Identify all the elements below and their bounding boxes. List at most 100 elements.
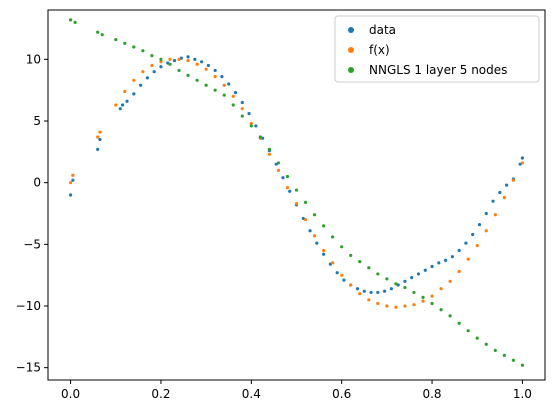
data-point — [358, 260, 362, 264]
data-point — [342, 278, 346, 282]
data-point — [358, 292, 362, 296]
data-point — [285, 174, 290, 179]
data-point — [493, 213, 497, 217]
data-point — [276, 161, 281, 165]
data-point — [186, 55, 190, 59]
y-tick-label: 0 — [33, 176, 41, 190]
x-tick-label: 0.2 — [151, 387, 170, 401]
legend-label: NNGLS 1 layer 5 nodes — [369, 63, 507, 77]
data-point — [367, 298, 371, 302]
data-point — [114, 103, 118, 107]
data-point — [502, 353, 506, 357]
data-point — [294, 202, 299, 206]
data-point — [484, 229, 488, 233]
data-point — [213, 68, 217, 73]
y-tick-label: −10 — [16, 299, 41, 313]
data-point — [240, 114, 244, 118]
data-point — [437, 261, 441, 265]
data-point — [294, 188, 299, 192]
data-point — [233, 91, 238, 95]
data-point — [177, 68, 181, 73]
data-point — [448, 279, 452, 283]
series-2 — [68, 18, 525, 367]
data-point — [73, 20, 77, 24]
data-point — [493, 348, 497, 352]
data-point — [139, 83, 143, 87]
data-point — [520, 156, 525, 160]
data-point — [96, 147, 100, 151]
data-point — [349, 283, 353, 287]
data-point — [125, 99, 129, 103]
data-point — [206, 63, 210, 68]
data-point — [403, 304, 407, 308]
data-point — [68, 193, 73, 197]
data-point — [141, 70, 145, 74]
data-point — [240, 100, 244, 105]
data-point — [303, 218, 308, 222]
data-point — [444, 258, 448, 262]
data-point — [177, 57, 181, 61]
data-point — [520, 363, 525, 367]
data-point — [331, 261, 335, 265]
x-axis: 0.0 0.2 0.4 0.6 0.8 1.0 — [61, 380, 532, 401]
data-point — [403, 285, 407, 290]
data-point — [439, 287, 443, 291]
legend-marker — [348, 27, 354, 33]
data-point — [98, 130, 102, 134]
data-point — [204, 67, 208, 71]
data-point — [389, 287, 393, 291]
data-point — [385, 277, 389, 281]
data-point — [376, 301, 380, 306]
data-point — [385, 304, 389, 308]
data-point — [322, 224, 326, 228]
y-axis: −15 −10 −5 0 5 10 — [16, 52, 48, 375]
data-point — [220, 75, 224, 79]
data-point — [484, 211, 488, 216]
data-point — [376, 290, 380, 295]
legend-marker — [348, 67, 354, 73]
data-point — [362, 289, 366, 293]
data-point — [457, 269, 461, 274]
data-point — [186, 58, 190, 63]
legend-box — [334, 15, 540, 83]
data-point — [231, 103, 235, 107]
data-point — [132, 45, 136, 49]
data-point — [249, 124, 253, 128]
data-point — [477, 223, 482, 227]
data-point — [520, 161, 525, 165]
data-point — [71, 173, 75, 177]
data-point — [457, 321, 461, 325]
data-point — [213, 88, 217, 92]
data-point — [132, 78, 136, 82]
data-point — [376, 272, 380, 276]
data-point — [312, 234, 317, 238]
data-point — [475, 336, 479, 340]
y-tick-label: 5 — [33, 114, 41, 128]
y-tick-label: 10 — [26, 52, 41, 66]
data-point — [213, 75, 217, 79]
data-point — [423, 268, 427, 272]
data-point — [132, 92, 136, 96]
x-tick-label: 0.8 — [422, 387, 441, 401]
data-point — [141, 49, 145, 53]
data-point — [276, 168, 281, 172]
data-point — [471, 232, 475, 237]
data-point — [491, 199, 495, 203]
series-0 — [68, 55, 525, 295]
data-point — [355, 287, 360, 291]
data-point — [68, 18, 73, 22]
series-layer — [68, 18, 525, 367]
data-point — [168, 62, 172, 66]
data-point — [430, 301, 434, 306]
data-point — [159, 60, 163, 64]
data-point — [227, 82, 231, 86]
data-point — [204, 83, 208, 87]
data-point — [315, 241, 319, 245]
data-point — [150, 54, 154, 58]
data-point — [288, 189, 292, 193]
data-point — [430, 294, 434, 298]
data-point — [403, 279, 407, 283]
data-point — [186, 73, 190, 77]
data-point — [430, 264, 434, 269]
